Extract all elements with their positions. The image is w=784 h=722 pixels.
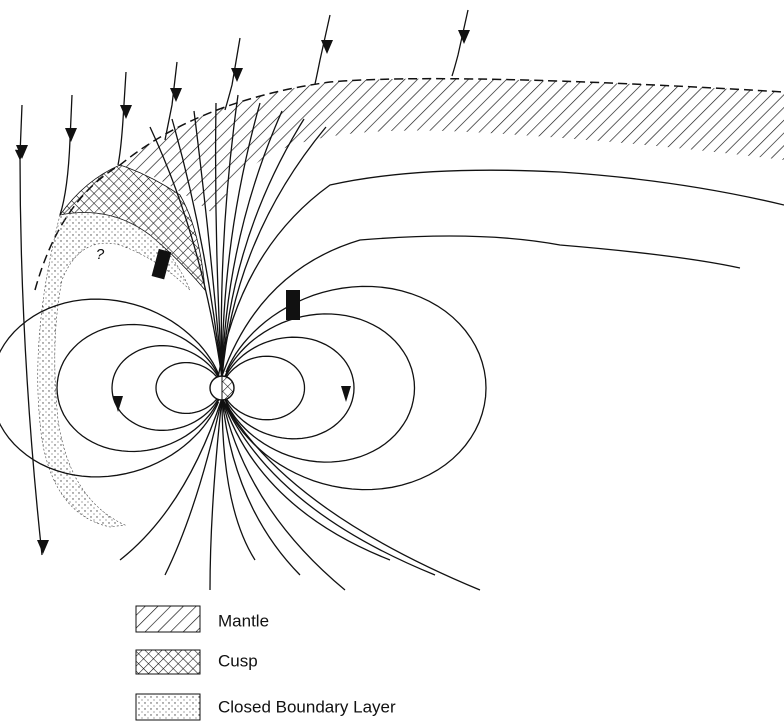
field-line [149,126,223,379]
field-line [171,118,223,379]
field-line [223,336,355,440]
earth-night [221,375,235,401]
solar-wind-lines [14,9,470,556]
boundary-layer-region [37,212,191,528]
spacecraft [151,248,172,280]
legend-label: Mantle [218,611,269,630]
field-line [214,102,223,379]
legend-label: Cusp [218,651,258,670]
field-line [221,397,346,591]
field-line [221,102,261,379]
tail-lines [217,169,784,379]
field-line [119,397,223,561]
field-line [221,397,481,591]
field-line [222,355,306,421]
legend-swatch [135,649,201,675]
field-line [0,298,220,478]
legend-label: Closed Boundary Layer [218,697,396,716]
field-lines [0,94,487,591]
field-line [221,397,391,561]
field-line [155,361,222,415]
field-line [221,397,436,576]
field-line [164,397,223,576]
field-line [220,94,239,379]
field-line [193,110,223,379]
field-line [111,345,221,431]
legend-swatch [135,693,201,721]
field-line [224,313,416,463]
field-line [221,110,283,379]
legend-swatch [135,605,201,633]
field-line [56,323,221,453]
spacecraft [286,290,300,320]
field-line [221,397,301,576]
question-mark: ? [96,246,105,263]
field-line [225,285,487,491]
field-line [209,397,223,591]
mantle-region [120,78,784,216]
field-line [221,126,327,379]
field-line [221,397,256,561]
legend: Mantle Cusp Closed Boundary Layer [135,605,396,721]
